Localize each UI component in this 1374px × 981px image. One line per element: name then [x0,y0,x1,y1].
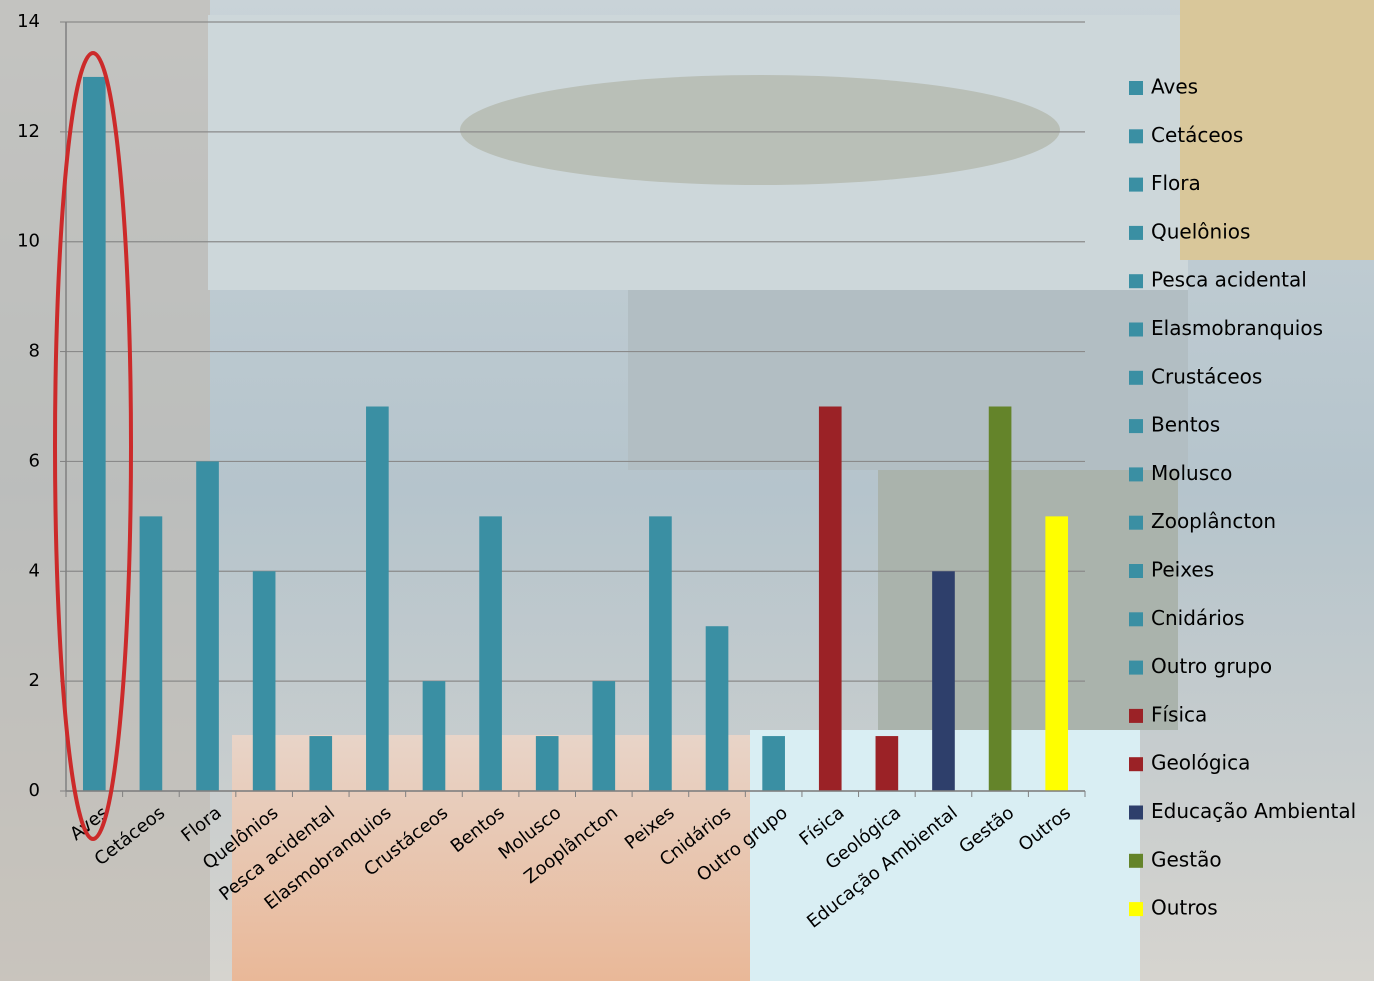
legend-label: Zooplâncton [1151,509,1276,533]
legend-swatch [1129,225,1143,240]
legend-label: Cnidários [1151,606,1245,630]
legend-swatch [1129,660,1143,675]
legend-label: Quelônios [1151,219,1250,243]
bar [82,76,106,791]
y-tick-label: 4 [29,560,40,581]
legend-swatch [1129,370,1143,385]
y-tick-label: 8 [29,341,40,362]
bar [649,516,672,791]
bar [139,516,163,791]
legend-swatch [1129,805,1143,820]
bar [762,736,785,791]
y-tick-label: 2 [29,670,40,691]
legend-label: Bentos [1151,413,1220,437]
legend-swatch [1129,612,1143,627]
legend-label: Física [1151,702,1207,726]
legend-label: Educação Ambiental [1151,799,1356,823]
legend-label: Elasmobranquios [1151,316,1323,340]
y-tick-label: 14 [17,11,40,32]
bar [196,461,219,791]
highlight-ellipse [53,51,133,841]
legend-swatch [1129,708,1143,723]
bar [422,681,446,791]
legend-swatch [1129,902,1143,917]
legend-label: Pesca acidental [1151,268,1307,292]
bar [1045,516,1069,791]
legend-label: Outro grupo [1151,654,1272,678]
bar [309,736,333,791]
legend-label: Gestão [1151,847,1222,871]
y-tick-label: 12 [17,121,40,142]
legend: Aves Cetáceos Flora Quelônios Pesca acidenta… [1129,75,1356,920]
legend-label: Peixes [1151,558,1214,582]
y-tick-label: 6 [29,450,40,471]
legend-swatch [1129,419,1143,434]
legend-label: Flora [1151,171,1201,195]
bars [82,76,1069,791]
bar [932,571,955,791]
legend-swatch [1129,757,1143,772]
bar [366,406,389,791]
legend-label: Molusco [1151,461,1232,485]
bar [592,681,616,791]
y-tick-label: 10 [17,231,40,252]
legend-label: Geológica [1151,751,1250,775]
legend-swatch [1129,274,1143,289]
bar [479,516,502,791]
bar [875,736,899,791]
legend-swatch [1129,322,1143,337]
legend-swatch [1129,467,1143,482]
legend-label: Crustáceos [1151,364,1262,388]
bar [705,626,729,791]
legend-swatch [1129,564,1143,578]
legend-label: Cetáceos [1151,123,1243,147]
bar [252,571,276,791]
legend-swatch [1129,81,1143,95]
bar [818,406,842,791]
legend-swatch [1129,515,1143,530]
legend-swatch [1129,129,1143,144]
legend-swatch [1129,853,1143,868]
legend-label: Aves [1151,75,1198,99]
y-tick-label: 0 [29,780,40,801]
legend-label: Outros [1151,896,1218,920]
bar [988,406,1012,791]
bar [535,736,559,791]
legend-swatch [1129,177,1143,192]
